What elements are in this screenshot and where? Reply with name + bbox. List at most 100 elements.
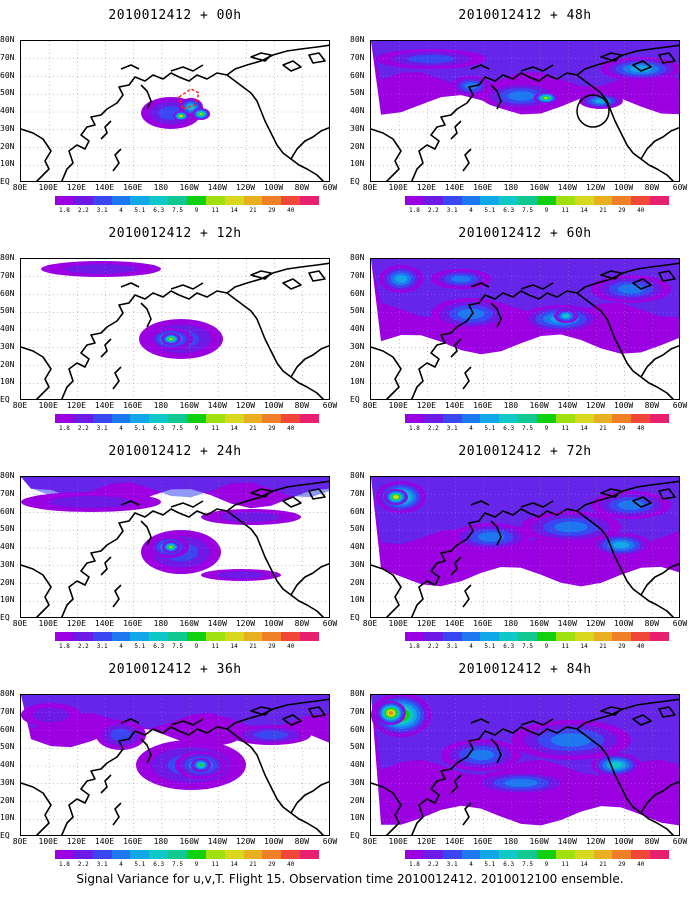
lat-tick-label: 30N (0, 341, 15, 351)
coastline (640, 344, 679, 378)
colorbar-label: 2.2 (427, 643, 439, 650)
colorbar-swatch (480, 414, 500, 423)
lon-tick-label: 100E (388, 837, 408, 846)
map-plot (20, 694, 330, 836)
coastline (170, 500, 204, 508)
colorbar-swatch (612, 196, 632, 205)
lat-tick-label: 70N (350, 270, 365, 280)
colorbar-label: 2.2 (77, 861, 89, 868)
colorbar-swatch (243, 196, 263, 205)
lon-tick-label: 140W (557, 619, 577, 628)
lat-tick-label: 40N (350, 106, 365, 115)
variance-contour (612, 541, 630, 549)
lon-tick-label: 100E (388, 619, 408, 628)
lon-tick-label: 160E (473, 619, 493, 628)
variance-contour (179, 115, 183, 117)
lat-tick-label: 30N (0, 123, 15, 133)
coastline (250, 52, 272, 62)
colorbar-label: 6.3 (153, 207, 165, 214)
colorbar-swatch (243, 850, 263, 859)
coastline (410, 290, 530, 399)
colorbar-swatch (205, 414, 225, 423)
colorbar-swatch (480, 196, 500, 205)
colorbar-swatch (262, 196, 282, 205)
lon-tick-label: 160W (179, 401, 199, 410)
colorbar-swatch (555, 196, 575, 205)
coastline (576, 480, 679, 512)
coastline (282, 60, 302, 72)
colorbar (55, 850, 320, 859)
lon-tick-label: 180 (503, 837, 519, 846)
lon-tick-label: 100E (38, 183, 58, 192)
lon-tick-label: 160E (123, 183, 143, 192)
colorbar-label: 2.2 (427, 207, 439, 214)
colorbar-swatch (300, 850, 320, 859)
colorbar-swatch (168, 850, 188, 859)
coastline (462, 148, 472, 172)
colorbar-label: 11 (211, 207, 219, 214)
colorbar-swatch (73, 414, 93, 423)
coastline (470, 500, 490, 506)
colorbar-label: 1.8 (409, 425, 420, 432)
lon-tick-label: 60W (672, 401, 688, 410)
map-svg (21, 477, 329, 617)
colorbar-label: 40 (287, 861, 295, 868)
lat-tick-label: 70N (350, 52, 365, 62)
colorbar-swatch (518, 414, 538, 423)
colorbar-label: 11 (211, 643, 219, 650)
variance-contour (451, 275, 471, 283)
panel-title: 2010012412 + 12h (108, 226, 242, 241)
lon-tick-label: 160W (529, 837, 549, 846)
colorbar-label: 11 (211, 861, 219, 868)
lon-tick-label: 100W (613, 401, 634, 410)
colorbar-label: 5.1 (134, 861, 146, 868)
lat-tick-label: 20N (350, 795, 365, 805)
colorbar-swatch (518, 850, 538, 859)
lon-tick-label: 100E (388, 401, 408, 410)
lat-tick-label: 80N (350, 35, 365, 44)
colorbar-swatch (262, 850, 282, 859)
colorbar-label: 7.5 (172, 425, 183, 432)
colorbar-label: 6.3 (153, 425, 165, 432)
colorbar-label: 14 (580, 861, 588, 868)
coastline (640, 562, 679, 596)
colorbar-label: 9 (544, 207, 549, 214)
coastline (520, 718, 554, 726)
coastline (520, 64, 554, 72)
colorbar-swatch (168, 632, 188, 641)
lat-tick-label: 60N (350, 506, 365, 516)
colorbar-label: 3.1 (446, 425, 458, 432)
panel-title: 2010012412 + 84h (458, 662, 592, 677)
lat-tick-label: 20N (350, 141, 365, 151)
lon-tick-label: 180 (153, 401, 169, 410)
lon-tick-label: 100E (38, 837, 58, 846)
colorbar-label: 1.8 (59, 643, 70, 650)
colorbar-swatch (631, 632, 651, 641)
lon-tick-label: 160W (529, 401, 549, 410)
colorbar-label: 3.1 (96, 207, 108, 214)
lon-tick-label: 140W (207, 837, 227, 846)
coastline (21, 346, 52, 399)
coastline (632, 278, 652, 290)
coastline (410, 508, 530, 617)
lon-tick-label: 120E (416, 401, 436, 410)
lon-tick-label: 160E (123, 837, 143, 846)
lon-tick-label: 140W (557, 183, 577, 192)
variance-contour (169, 337, 173, 341)
coastline (178, 72, 325, 181)
colorbar-label: 40 (287, 643, 295, 650)
panel-title: 2010012412 + 24h (108, 444, 242, 459)
lon-tick-label: 80E (362, 401, 378, 410)
coastline (658, 706, 676, 718)
colorbar-label: 21 (599, 425, 607, 432)
colorbar-label: 21 (599, 643, 607, 650)
colorbar-label: 2.2 (427, 425, 439, 432)
lat-tick-label: 20N (350, 577, 365, 587)
colorbar-label: 4 (119, 207, 123, 214)
lat-tick-label: 10N (0, 377, 15, 387)
colorbar-swatch (593, 196, 613, 205)
map-panel: 2010012412 + 24h 80N 70N 60N 50N 40N 30N 20N 10N… (0, 436, 350, 654)
coastline (658, 270, 676, 282)
lat-tick-label: 60N (350, 288, 365, 298)
lat-tick-label: 20N (0, 359, 15, 369)
